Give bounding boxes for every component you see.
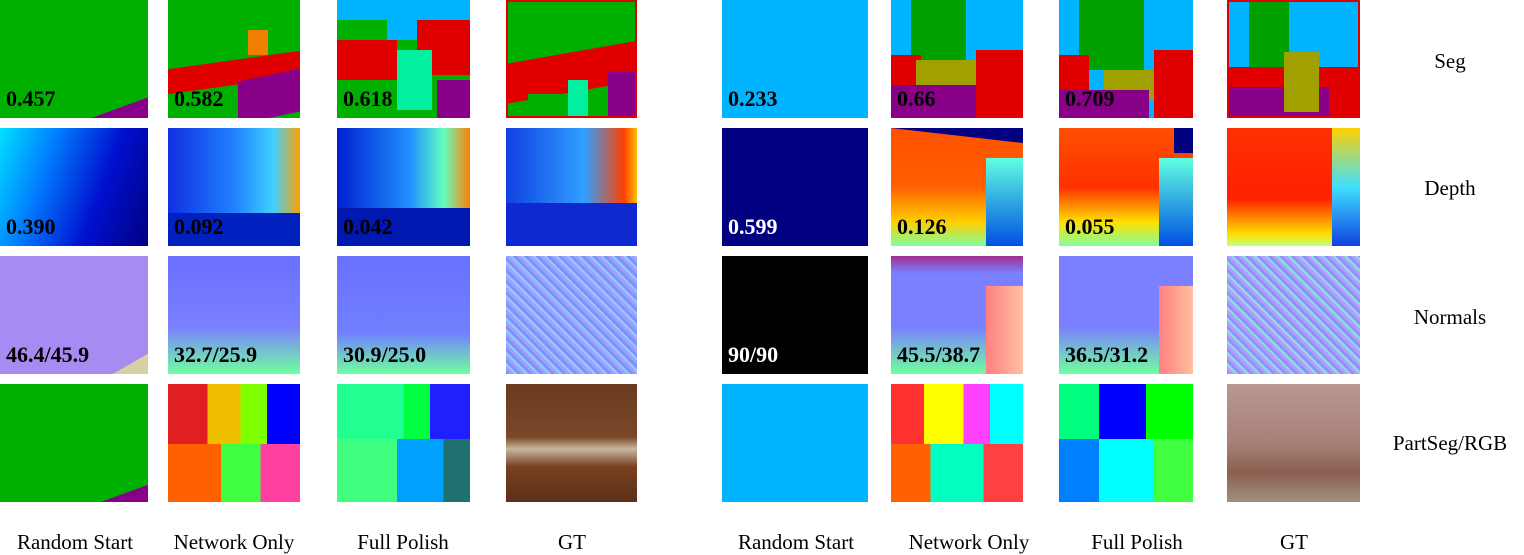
score: 45.5/38.7 xyxy=(897,342,981,367)
left-normals-polish: 30.9/25.0 xyxy=(337,256,470,374)
right-depth-random: 0.599 xyxy=(722,128,868,246)
left-partseg-network xyxy=(168,384,300,502)
right-seg-gt xyxy=(1227,0,1360,118)
col-label-full-polish-right: Full Polish xyxy=(1091,530,1183,554)
right-normals-gt xyxy=(1227,256,1360,374)
score: 0.233 xyxy=(728,86,778,111)
score: 0.709 xyxy=(1065,86,1115,111)
left-seg-polish: 0.618 xyxy=(337,0,470,118)
col-label-random-start-right: Random Start xyxy=(737,530,855,554)
col-label-full-polish: Full Polish xyxy=(357,530,449,554)
left-seg-network: 0.582 xyxy=(168,0,300,118)
left-depth-gt xyxy=(506,128,637,246)
left-partseg-random xyxy=(0,384,148,502)
right-normals-random: 90/90 xyxy=(722,256,868,374)
score: 0.618 xyxy=(343,86,393,111)
score: 0.092 xyxy=(174,214,224,239)
score: 0.390 xyxy=(6,214,56,239)
col-label-network-only: Network Only xyxy=(173,530,295,554)
left-depth-network: 0.092 xyxy=(168,128,300,246)
score: 0.582 xyxy=(174,86,224,111)
score: 36.5/31.2 xyxy=(1065,342,1149,367)
right-partseg-random xyxy=(722,384,868,502)
right-seg-random: 0.233 xyxy=(722,0,868,118)
score: 46.4/45.9 xyxy=(6,342,90,367)
row-label-normals: Normals xyxy=(1413,305,1487,329)
right-depth-network: 0.126 xyxy=(891,128,1023,246)
score: 0.126 xyxy=(897,214,947,239)
col-label-network-only-right: Network Only xyxy=(908,530,1030,554)
score: 30.9/25.0 xyxy=(343,342,427,367)
left-normals-random: 46.4/45.9 xyxy=(0,256,148,374)
score: 0.042 xyxy=(343,214,393,239)
score: 32.7/25.9 xyxy=(174,342,258,367)
right-depth-polish: 0.055 xyxy=(1059,128,1193,246)
col-label-gt-right: GT xyxy=(1280,530,1308,554)
right-normals-polish: 36.5/31.2 xyxy=(1059,256,1193,374)
left-seg-gt xyxy=(506,0,637,118)
right-seg-polish: 0.709 xyxy=(1059,0,1193,118)
row-label-depth: Depth xyxy=(1424,176,1476,200)
left-depth-polish: 0.042 xyxy=(337,128,470,246)
score: 0.457 xyxy=(6,86,56,111)
right-partseg-polish xyxy=(1059,384,1193,502)
score: 90/90 xyxy=(728,342,779,367)
right-partseg-network xyxy=(891,384,1023,502)
left-partseg-polish xyxy=(337,384,470,502)
right-depth-gt xyxy=(1227,128,1360,246)
left-depth-random: 0.390 xyxy=(0,128,148,246)
left-normals-network: 32.7/25.9 xyxy=(168,256,300,374)
row-label-partseg-rgb: PartSeg/RGB xyxy=(1392,431,1508,455)
row-label-seg: Seg xyxy=(1434,49,1466,73)
left-seg-random: 0.457 xyxy=(0,0,148,118)
left-normals-gt xyxy=(506,256,637,374)
col-label-gt: GT xyxy=(558,530,586,554)
right-seg-network: 0.66 xyxy=(891,0,1023,118)
score: 0.599 xyxy=(728,214,778,239)
score: 0.055 xyxy=(1065,214,1115,239)
right-rgb-gt xyxy=(1227,384,1360,502)
col-label-random-start: Random Start xyxy=(16,530,134,554)
score: 0.66 xyxy=(897,86,936,111)
left-rgb-gt xyxy=(506,384,637,502)
right-normals-network: 45.5/38.7 xyxy=(891,256,1023,374)
